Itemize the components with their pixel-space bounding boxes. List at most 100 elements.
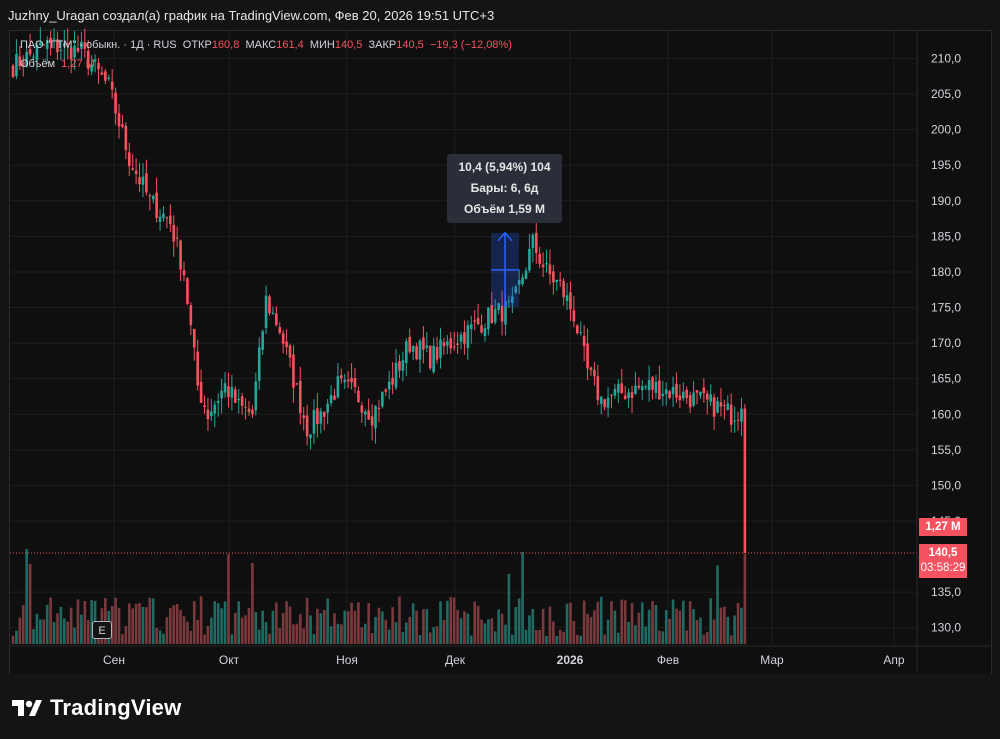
candle-body xyxy=(52,38,56,40)
candle-body xyxy=(394,362,398,388)
candle-body xyxy=(18,56,22,67)
candle-body xyxy=(449,338,453,349)
candle-body xyxy=(237,398,241,401)
volume-bar xyxy=(538,630,541,644)
candle-body xyxy=(627,392,630,399)
candle-body xyxy=(565,295,569,302)
volume-bar xyxy=(374,616,377,644)
candle-body xyxy=(234,389,237,403)
candle-body xyxy=(360,405,364,413)
volume-bar xyxy=(52,622,56,644)
candle-body xyxy=(712,397,716,417)
candle-body xyxy=(189,305,193,326)
candle-body xyxy=(664,389,668,394)
volume-bar xyxy=(66,621,70,644)
candle-body xyxy=(370,416,374,426)
candle-body xyxy=(668,391,671,398)
tradingview-logo[interactable]: TradingView xyxy=(12,695,181,721)
time-tick-label: Ноя xyxy=(336,653,358,667)
volume-bar xyxy=(80,614,83,644)
volume-bar xyxy=(743,554,747,644)
volume-bar xyxy=(640,602,644,644)
volume-bar xyxy=(381,611,384,644)
candle-body xyxy=(651,377,654,390)
volume-bar xyxy=(316,608,319,644)
candle-body xyxy=(579,332,583,334)
volume-bar xyxy=(227,554,230,644)
volume-bar xyxy=(692,609,695,644)
volume-bar xyxy=(740,607,743,644)
candle-body xyxy=(42,44,46,46)
price-tick-label: 210,0 xyxy=(931,52,961,66)
candle-body xyxy=(593,369,596,377)
volume-bar xyxy=(473,601,476,644)
candle-body xyxy=(312,410,316,434)
candle-body xyxy=(432,345,435,373)
volume-bar xyxy=(654,605,658,644)
measure-arrow xyxy=(497,231,513,242)
candle-body xyxy=(469,324,473,330)
volume-bar xyxy=(216,603,220,644)
volume-bar xyxy=(702,634,706,644)
candle-body xyxy=(39,42,42,46)
candle-body xyxy=(517,280,521,285)
candle-body xyxy=(196,351,199,386)
last-price-value: 140,5 xyxy=(928,547,958,559)
earnings-badge[interactable]: E xyxy=(92,621,112,639)
candle-body xyxy=(514,286,518,293)
candle-body xyxy=(435,347,439,360)
volume-bar xyxy=(469,635,473,644)
price-tick-label: 185,0 xyxy=(931,229,961,243)
candle-body xyxy=(374,405,377,429)
candle-body xyxy=(452,346,456,348)
candle-body xyxy=(104,71,107,81)
bar-countdown: 03:58:29 xyxy=(920,562,966,574)
candles xyxy=(10,27,917,554)
candle-body xyxy=(192,328,196,348)
volume-bar xyxy=(425,608,429,644)
volume-bar xyxy=(110,605,114,644)
candle-body xyxy=(155,192,158,218)
volume-bar xyxy=(517,598,521,644)
volume-bar xyxy=(647,609,651,644)
volume-bar xyxy=(56,613,59,644)
candle-body xyxy=(528,248,531,271)
candle-body xyxy=(172,224,176,242)
candle-body xyxy=(623,395,627,400)
candle-body xyxy=(716,401,719,413)
volume-bar xyxy=(558,629,562,644)
volume-bar xyxy=(45,604,49,644)
time-axis[interactable]: Сен Окт Ноя Дек 2026 Фев Мар Апр xyxy=(10,645,990,667)
price-tick-label: 205,0 xyxy=(931,87,961,101)
candle-body xyxy=(685,389,689,399)
volume-bar xyxy=(511,634,514,644)
volume-bar xyxy=(292,624,295,644)
volume-bar xyxy=(589,617,593,644)
candle-body xyxy=(387,381,391,390)
volume-bar xyxy=(606,619,610,644)
candle-body xyxy=(206,409,210,420)
chart-frame[interactable] xyxy=(9,30,992,675)
volume-bar xyxy=(384,619,388,644)
time-tick-label: Дек xyxy=(445,653,466,667)
volume-bar xyxy=(288,606,292,644)
candle-body xyxy=(411,345,415,352)
volume-bar xyxy=(261,610,264,644)
candle-body xyxy=(534,232,538,253)
candle-body xyxy=(298,380,302,414)
price-tick-label: 160,0 xyxy=(931,407,961,421)
candle-body xyxy=(110,81,114,90)
candle-body xyxy=(21,61,25,66)
symbol-title[interactable]: ПАО "ГТМ" - обыкн. · 1Д · RUS xyxy=(20,39,177,51)
candle-body xyxy=(169,215,172,224)
candle-body xyxy=(107,77,111,80)
candle-body xyxy=(346,379,350,382)
volume-bar xyxy=(121,634,124,644)
candle-body xyxy=(353,378,357,387)
candle-body xyxy=(148,195,152,197)
candle-body xyxy=(90,64,93,72)
candle-body xyxy=(524,270,528,279)
volume-bar xyxy=(151,598,155,644)
candle-body xyxy=(521,277,524,284)
